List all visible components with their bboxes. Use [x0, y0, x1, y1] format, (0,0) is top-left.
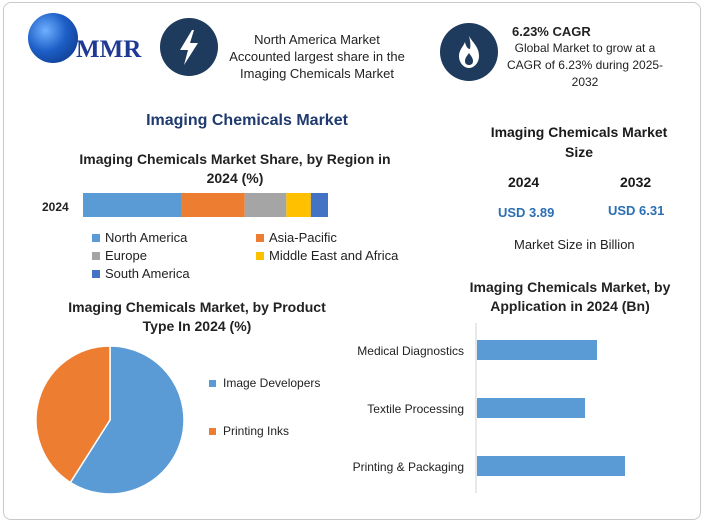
legend-swatch [256, 233, 264, 242]
market-size-title: Imaging Chemicals Market Size [480, 122, 678, 162]
region-segment-asia-pacific [181, 193, 245, 217]
cagr-line-3: 2032 [571, 75, 599, 89]
product-pie-chart [35, 345, 185, 495]
legend-middle-east-africa: Middle East and Africa [256, 248, 398, 263]
globe-icon [28, 13, 78, 63]
app-label-printing: Printing & Packaging [352, 460, 464, 474]
size-value-2032: USD 6.31 [608, 203, 665, 218]
application-chart-title: Imaging Chemicals Market, by Application… [455, 278, 685, 316]
region-segment-south-america [310, 193, 328, 217]
application-bar-textile-processing [477, 398, 585, 418]
region-stacked-bar [83, 193, 328, 217]
size-unit: Market Size in Billion [514, 237, 635, 252]
application-title-line-1: Imaging Chemicals Market, by [469, 279, 671, 295]
legend-swatch [256, 251, 264, 260]
legend-south-america: South America [92, 266, 190, 281]
legend-swatch [92, 233, 100, 242]
na-line-3: Imaging Chemicals Market [240, 66, 394, 81]
cagr-line-1: Global Market to grow at a [514, 41, 656, 55]
size-year-2032: 2032 [620, 174, 652, 190]
na-line-2: Accounted largest share in the [229, 49, 405, 64]
application-bar-medical-diagnostics [477, 340, 597, 360]
legend-label: Europe [105, 248, 147, 263]
north-america-note: North America Market Accounted largest s… [222, 31, 412, 82]
product-title-line-2: Type In 2024 (%) [142, 318, 252, 334]
application-title-line-2: Application in 2024 (Bn) [490, 298, 650, 314]
legend-label: Printing Inks [223, 424, 290, 438]
legend-label: South America [105, 266, 190, 281]
size-year-2024: 2024 [508, 174, 540, 190]
main-title: Imaging Chemicals Market [146, 112, 348, 129]
cagr-note: Global Market to grow at a CAGR of 6.23%… [500, 40, 670, 91]
region-chart-title: Imaging Chemicals Market Share, by Regio… [70, 150, 400, 188]
na-line-1: North America Market [254, 32, 380, 47]
lightning-icon [160, 18, 218, 76]
app-label-textile: Textile Processing [367, 402, 464, 416]
region-segment-middle-east-and-africa [286, 193, 311, 217]
legend-label: North America [105, 230, 188, 245]
product-title-line-1: Imaging Chemicals Market, by Product [68, 299, 326, 315]
region-segment-europe [244, 193, 287, 217]
mmr-logo: MMR [18, 10, 148, 70]
legend-label: Middle East and Africa [269, 248, 399, 263]
region-category-label: 2024 [42, 200, 69, 214]
app-label-medical: Medical Diagnostics [357, 344, 464, 358]
legend-swatch [209, 379, 216, 387]
flame-icon [440, 23, 498, 81]
application-bar-printing-packaging [477, 456, 625, 476]
legend-swatch [209, 427, 216, 435]
legend-europe: Europe [92, 248, 147, 263]
pie-slice-image-developers [69, 345, 185, 495]
region-title-line-2: 2024 (%) [206, 170, 264, 186]
cagr-line-2: CAGR of 6.23% during 2025- [506, 58, 664, 72]
legend-label: Image Developers [223, 376, 321, 390]
legend-printing-inks: Printing Inks [209, 424, 289, 438]
legend-asia-pacific: Asia-Pacific [256, 230, 337, 245]
size-title-line-2: Size [564, 144, 593, 160]
size-value-2024: USD 3.89 [498, 205, 555, 220]
legend-north-america: North America [92, 230, 187, 245]
product-chart-title: Imaging Chemicals Market, by Product Typ… [52, 298, 342, 336]
region-title-line-1: Imaging Chemicals Market Share, by Regio… [79, 151, 391, 167]
legend-swatch [92, 251, 100, 260]
cagr-title: 6.23% CAGR [512, 24, 591, 39]
pie-slice-printing-inks [35, 345, 111, 484]
region-segment-north-america [83, 193, 181, 217]
legend-label: Asia-Pacific [269, 230, 337, 245]
logo-text: MMR [76, 36, 142, 63]
legend-image-developers: Image Developers [209, 376, 320, 390]
size-title-line-1: Imaging Chemicals Market [490, 124, 668, 140]
application-bar-chart [475, 323, 625, 493]
legend-swatch [92, 269, 100, 278]
